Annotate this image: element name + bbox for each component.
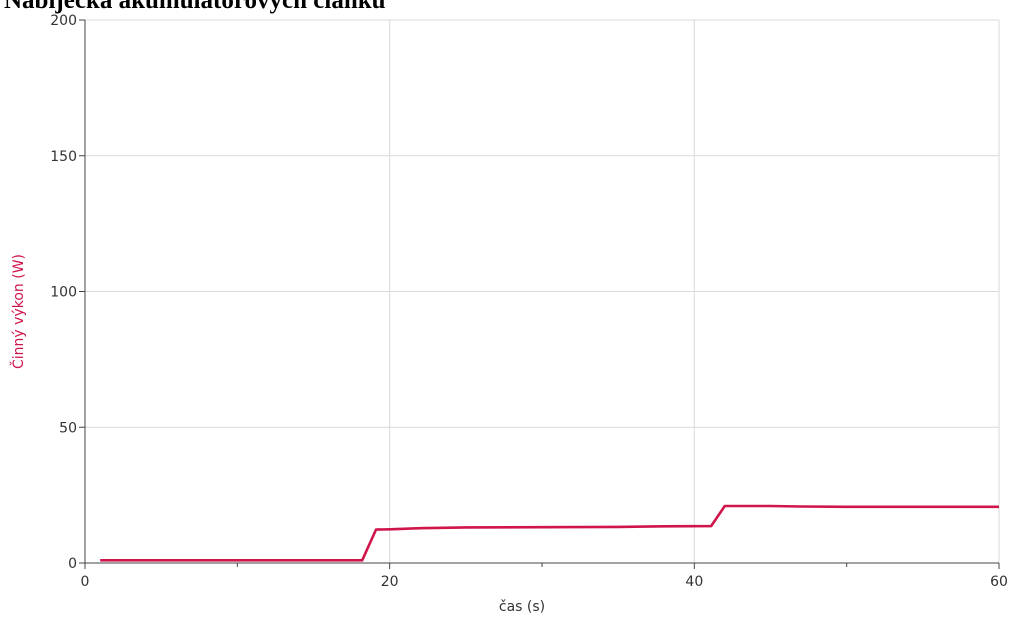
- x-axis-label: čas (s): [499, 599, 545, 615]
- series-line: [100, 504, 999, 562]
- x-tick-label: 0: [81, 574, 90, 590]
- y-tick-label: 200: [50, 13, 77, 29]
- y-tick-label: 150: [50, 149, 77, 165]
- series-group: [100, 504, 999, 562]
- y-tick-label: 100: [50, 285, 77, 301]
- axes: [79, 19, 1000, 569]
- chart-title: Nabíječka akumulátorových článků: [4, 0, 386, 14]
- grid-lines: [85, 19, 1000, 563]
- x-tick-label: 60: [990, 574, 1008, 590]
- y-axis-label: Činný výkon (W): [9, 254, 27, 369]
- y-tick-label: 0: [68, 556, 77, 572]
- x-tick-label: 40: [685, 574, 703, 590]
- tick-labels: 0 20 40 60 0 50 100 150 200: [50, 13, 1008, 590]
- y-tick-label: 50: [59, 420, 77, 436]
- x-tick-label: 20: [381, 574, 399, 590]
